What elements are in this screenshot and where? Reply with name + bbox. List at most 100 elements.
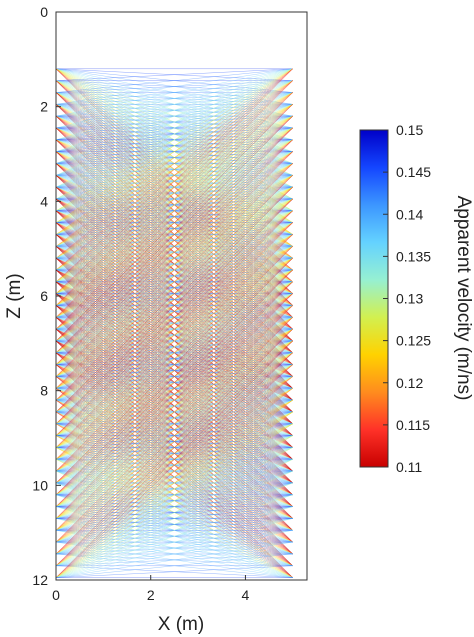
colorbar-tick-label: 0.145 bbox=[396, 164, 431, 180]
ray-path bbox=[55, 92, 293, 330]
ray-path bbox=[55, 104, 293, 342]
x-tick-label: 4 bbox=[242, 587, 250, 603]
ray-path bbox=[55, 317, 293, 555]
ray-path bbox=[55, 68, 293, 81]
ray-path bbox=[55, 151, 293, 389]
ray-path bbox=[55, 68, 293, 223]
ray-path bbox=[55, 68, 293, 164]
ray-path bbox=[55, 68, 293, 117]
ray-path bbox=[55, 68, 293, 188]
ray-path bbox=[55, 163, 293, 389]
x-axis-label: X (m) bbox=[158, 614, 204, 635]
ray-path bbox=[55, 151, 293, 377]
ray-path bbox=[55, 68, 293, 176]
ray-path bbox=[55, 139, 293, 377]
ray-path bbox=[55, 423, 293, 578]
ray-path bbox=[55, 506, 293, 578]
ray-path bbox=[55, 293, 293, 519]
ray-path bbox=[55, 494, 293, 578]
x-axis: 0 2 4 bbox=[52, 575, 250, 603]
x-tick-label: 2 bbox=[147, 587, 155, 603]
ray-path bbox=[55, 127, 293, 353]
colorbar-tick-label: 0.115 bbox=[396, 417, 430, 433]
y-axis: 0 2 4 6 8 10 12 bbox=[32, 4, 61, 588]
ray-path bbox=[55, 234, 293, 460]
y-tick-label: 0 bbox=[40, 4, 48, 20]
ray-path bbox=[55, 186, 293, 424]
ray-path bbox=[55, 68, 293, 93]
y-tick-label: 10 bbox=[32, 477, 48, 493]
ray-path bbox=[55, 80, 293, 306]
ray-path bbox=[55, 328, 293, 566]
ray-path bbox=[55, 435, 293, 578]
ray-path bbox=[55, 399, 293, 578]
colorbar-tick-label: 0.12 bbox=[396, 375, 423, 391]
ray-path bbox=[55, 518, 293, 578]
ray-path bbox=[55, 68, 293, 306]
ray-path bbox=[55, 376, 293, 578]
ray-path bbox=[55, 104, 293, 330]
ray-path bbox=[55, 305, 293, 531]
ray-path bbox=[55, 281, 293, 507]
ray-path bbox=[55, 68, 293, 200]
ray-path bbox=[55, 127, 293, 365]
ray-path bbox=[55, 246, 293, 472]
ray-path bbox=[55, 328, 293, 555]
y-tick-label: 8 bbox=[40, 383, 48, 399]
ray-path bbox=[55, 92, 293, 318]
ray-path bbox=[55, 447, 293, 578]
ray-path bbox=[55, 411, 293, 578]
ray-path bbox=[55, 175, 293, 401]
ray-path bbox=[55, 68, 293, 282]
ray-path bbox=[55, 186, 293, 413]
ray-path bbox=[55, 269, 293, 495]
ray-path bbox=[55, 222, 293, 460]
colorbar-ticks: 0.15 0.145 0.14 0.135 0.13 0.125 0.12 0.115 0.11 bbox=[383, 122, 431, 475]
ray-path bbox=[55, 364, 293, 578]
ray-path bbox=[55, 234, 293, 472]
ray-path bbox=[55, 68, 293, 211]
ray-path bbox=[55, 340, 293, 578]
ray-path bbox=[55, 68, 293, 259]
ray-path bbox=[55, 281, 293, 519]
ray-path bbox=[55, 115, 293, 353]
ray-path bbox=[55, 257, 293, 495]
colorbar-tick-label: 0.13 bbox=[396, 291, 423, 307]
ray-path bbox=[55, 352, 293, 578]
ray-path bbox=[55, 305, 293, 543]
ray-path bbox=[55, 68, 293, 141]
ray-path bbox=[55, 68, 293, 105]
colorbar-tick-label: 0.125 bbox=[396, 333, 431, 349]
ray-path bbox=[55, 175, 293, 413]
ray-path bbox=[55, 68, 293, 129]
ray-path bbox=[55, 530, 293, 578]
ray-path bbox=[55, 553, 293, 578]
ray-path bbox=[55, 482, 293, 578]
ray-path bbox=[55, 68, 293, 271]
ray-path bbox=[55, 68, 293, 247]
ray-path bbox=[55, 565, 293, 578]
y-tick-label: 12 bbox=[32, 572, 48, 588]
colorbar-tick-label: 0.15 bbox=[396, 122, 423, 138]
colorbar-tick-label: 0.14 bbox=[396, 206, 423, 222]
ray-path bbox=[55, 340, 293, 566]
ray-path bbox=[55, 246, 293, 484]
y-tick-label: 6 bbox=[40, 288, 48, 304]
ray-path bbox=[55, 210, 293, 436]
ray-path bbox=[55, 293, 293, 531]
colorbar-tick-label: 0.11 bbox=[396, 459, 422, 475]
ray-paths bbox=[55, 68, 293, 578]
ray-path bbox=[55, 80, 293, 318]
ray-path bbox=[55, 210, 293, 448]
ray-path bbox=[55, 257, 293, 484]
ray-path bbox=[55, 115, 293, 342]
ray-path bbox=[55, 68, 293, 235]
y-tick-label: 2 bbox=[40, 99, 48, 115]
ray-path bbox=[55, 222, 293, 448]
ray-path bbox=[55, 139, 293, 365]
ray-path bbox=[55, 198, 293, 424]
x-tick-label: 0 bbox=[52, 587, 60, 603]
y-axis-label: Z (m) bbox=[4, 273, 25, 318]
ray-path bbox=[55, 459, 293, 578]
